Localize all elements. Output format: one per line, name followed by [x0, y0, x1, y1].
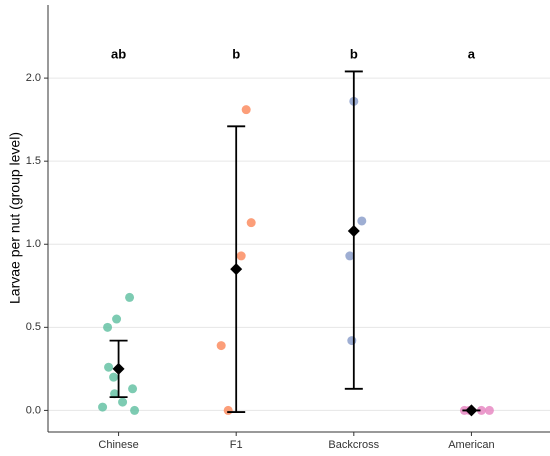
point	[104, 362, 114, 372]
point	[103, 322, 113, 332]
point	[118, 397, 128, 407]
point	[98, 402, 108, 412]
y-tick-label: 2.0	[26, 72, 41, 84]
point	[236, 251, 246, 261]
point	[223, 405, 233, 415]
y-tick-label: 1.0	[26, 238, 41, 250]
significance-letter: b	[350, 46, 358, 61]
point	[130, 405, 140, 415]
point	[109, 372, 119, 382]
point	[484, 405, 494, 415]
y-axis-label: Larvae per nut (group level)	[7, 132, 23, 304]
significance-letter: a	[468, 46, 476, 61]
mean-marker	[230, 263, 243, 276]
mean-marker	[347, 224, 360, 237]
point	[357, 216, 367, 226]
significance-letter: ab	[111, 46, 126, 61]
point	[112, 314, 122, 324]
point	[241, 105, 251, 115]
x-tick-label: American	[448, 439, 494, 451]
point	[216, 341, 226, 351]
point	[347, 336, 357, 346]
y-tick-label: 0.0	[26, 404, 41, 416]
mean-marker	[465, 404, 478, 417]
significance-letter: b	[232, 46, 240, 61]
point	[476, 405, 486, 415]
y-tick-label: 0.5	[26, 321, 41, 333]
point	[125, 292, 135, 302]
point	[128, 384, 138, 394]
point	[110, 389, 120, 399]
point	[345, 251, 355, 261]
point	[246, 218, 256, 228]
y-tick-label: 1.5	[26, 155, 41, 167]
x-tick-label: Chinese	[98, 439, 138, 451]
x-tick-label: F1	[230, 439, 243, 451]
mean-marker	[112, 362, 125, 375]
x-tick-label: Backcross	[328, 439, 379, 451]
